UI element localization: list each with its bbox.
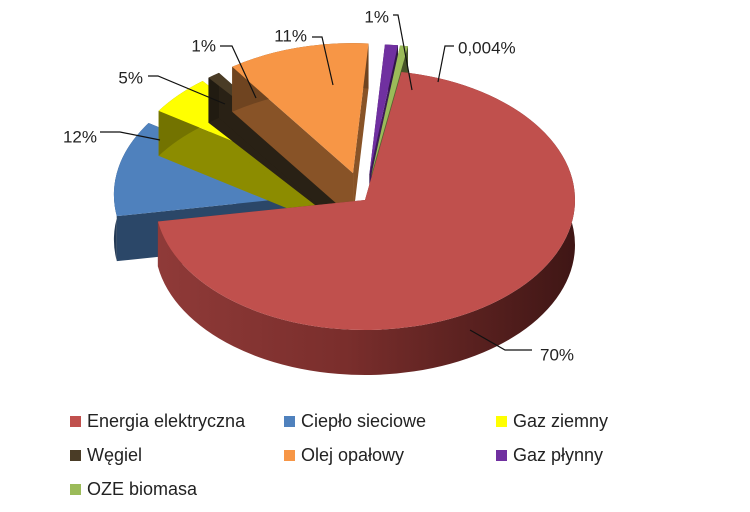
- slice-top: [232, 43, 369, 174]
- legend-label: Olej opałowy: [301, 444, 405, 465]
- data-label: 11%: [274, 26, 307, 45]
- slice-wall: [158, 110, 334, 228]
- legend-label: Gaz ziemny: [513, 410, 609, 431]
- legend-swatch: [496, 449, 507, 461]
- data-label: 70%: [540, 345, 574, 364]
- legend-swatch: [496, 415, 507, 427]
- legend-swatch: [70, 483, 81, 495]
- leader-line: [469, 329, 532, 351]
- legend-label: Ciepło sieciowe: [301, 410, 427, 431]
- data-label: 1%: [364, 7, 389, 26]
- data-label: 12%: [63, 127, 97, 146]
- legend-item-wegiel: Węgiel: [70, 445, 284, 466]
- data-label: 1%: [191, 36, 216, 55]
- pie-slice: [157, 71, 576, 376]
- leader-line: [393, 14, 413, 91]
- legend-label: Energia elektryczna: [87, 410, 246, 431]
- leader-line: [312, 36, 334, 86]
- leader-line: [220, 45, 257, 99]
- leader-line: [437, 45, 454, 83]
- leader-line: [148, 75, 226, 105]
- slice-top: [369, 44, 398, 175]
- pie-slice: [232, 43, 369, 219]
- legend-item-olej-opalowy: Olej opałowy: [284, 445, 496, 466]
- leader-lines: [100, 14, 532, 351]
- data-label: 5%: [118, 68, 143, 87]
- pie-slices: [113, 43, 576, 376]
- legend-item-energia-elektryczna: Energia elektryczna: [70, 411, 284, 432]
- legend-item-gaz-ziemny: Gaz ziemny: [496, 411, 710, 432]
- legend-label: Gaz płynny: [513, 444, 604, 465]
- slice-top: [157, 71, 576, 331]
- legend-swatch: [284, 415, 295, 427]
- legend-item-oze-biomasa: OZE biomasa: [70, 479, 285, 500]
- slice-wall: [232, 66, 354, 219]
- legend-label: Węgiel: [87, 444, 143, 465]
- slice-rim: [208, 72, 219, 123]
- legend-swatch: [70, 415, 81, 427]
- pie-chart: 70% 12% 5% 1% 11% 1% 0,004%: [63, 7, 576, 376]
- legend: Energia elektryczna Ciepło sieciowe Gaz …: [70, 404, 710, 506]
- legend-item-cieplo-sieciowe: Ciepło sieciowe: [284, 411, 496, 432]
- legend-swatch: [70, 449, 81, 461]
- slice-top: [371, 45, 408, 175]
- leader-line: [100, 131, 161, 141]
- legend-swatch: [284, 449, 295, 461]
- data-label: 0,004%: [458, 38, 516, 57]
- legend-label: OZE biomasa: [87, 478, 198, 499]
- legend-row: OZE biomasa: [70, 472, 710, 506]
- legend-row: Energia elektryczna Ciepło sieciowe Gaz …: [70, 404, 710, 438]
- legend-item-gaz-plynny: Gaz płynny: [496, 445, 710, 466]
- legend-row: Węgiel Olej opałowy Gaz płynny: [70, 438, 710, 472]
- data-labels: 70% 12% 5% 1% 11% 1% 0,004%: [63, 7, 574, 364]
